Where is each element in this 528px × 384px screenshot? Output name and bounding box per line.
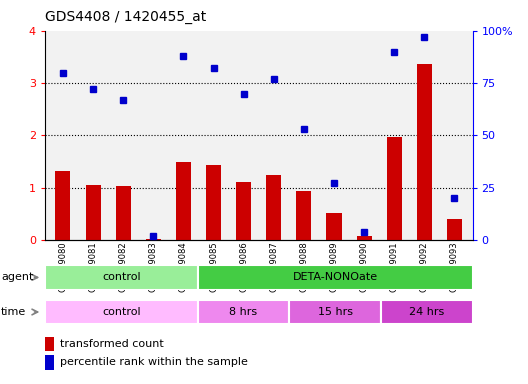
Text: 8 hrs: 8 hrs (229, 307, 258, 317)
Text: 24 hrs: 24 hrs (409, 307, 445, 317)
Bar (381, 300, 473, 324)
Bar (197, 265, 473, 290)
Bar (296, 191, 312, 240)
Bar (55, 171, 70, 240)
Bar (45, 355, 54, 370)
Bar (176, 162, 191, 240)
Bar (266, 175, 281, 240)
Bar (45, 337, 54, 351)
Bar (116, 186, 131, 240)
Text: time: time (1, 307, 26, 317)
Bar (386, 137, 402, 240)
Text: control: control (102, 307, 140, 317)
Bar (45, 300, 197, 324)
Bar (447, 219, 462, 240)
Bar (86, 185, 101, 240)
Bar (206, 165, 221, 240)
Text: agent: agent (1, 272, 33, 283)
Text: percentile rank within the sample: percentile rank within the sample (60, 358, 248, 367)
Bar (417, 64, 432, 240)
Bar (236, 182, 251, 240)
Text: GDS4408 / 1420455_at: GDS4408 / 1420455_at (45, 10, 206, 23)
Bar (326, 213, 342, 240)
Text: control: control (102, 272, 140, 283)
Bar (289, 300, 381, 324)
Bar (356, 236, 372, 240)
Bar (146, 239, 161, 240)
Text: DETA-NONOate: DETA-NONOate (293, 272, 378, 283)
Bar (197, 300, 289, 324)
Text: transformed count: transformed count (60, 339, 164, 349)
Bar (45, 265, 197, 290)
Text: 15 hrs: 15 hrs (317, 307, 353, 317)
